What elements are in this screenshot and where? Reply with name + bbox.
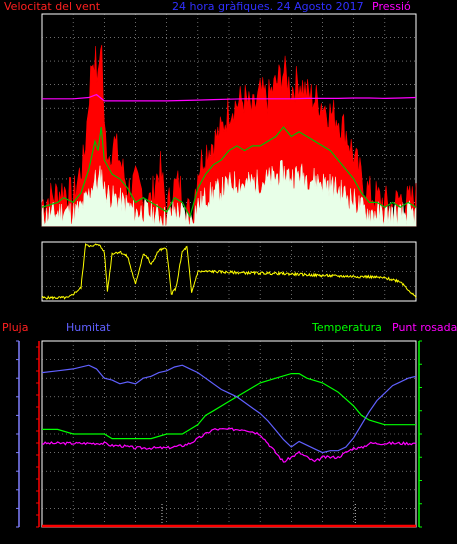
- temperature-humidity-chart: [16, 340, 422, 528]
- avg-wind-line: [41, 126, 417, 219]
- temperature-label: Temperatura: [311, 321, 382, 334]
- wind-chart: [41, 13, 417, 227]
- pressure-line: [42, 93, 417, 102]
- wind-speed-fill: [41, 159, 417, 227]
- rain-label: Pluja: [2, 321, 28, 334]
- wind-direction-line: [41, 243, 417, 300]
- dewpoint-label: Punt rosada: [392, 321, 457, 334]
- humidity-label: Humitat: [66, 321, 111, 334]
- wind-speed-label: Velocitat del vent: [4, 0, 101, 13]
- gust-speed-area: [41, 44, 417, 227]
- temperature-line: [42, 373, 416, 440]
- chart-title: 24 hora gràfiques. 24 Agosto 2017: [172, 0, 364, 13]
- dewpoint-line: [41, 427, 417, 463]
- pressure-label: Pressió: [372, 0, 411, 13]
- wind-direction-chart: [41, 241, 417, 302]
- humidity-line: [41, 364, 417, 454]
